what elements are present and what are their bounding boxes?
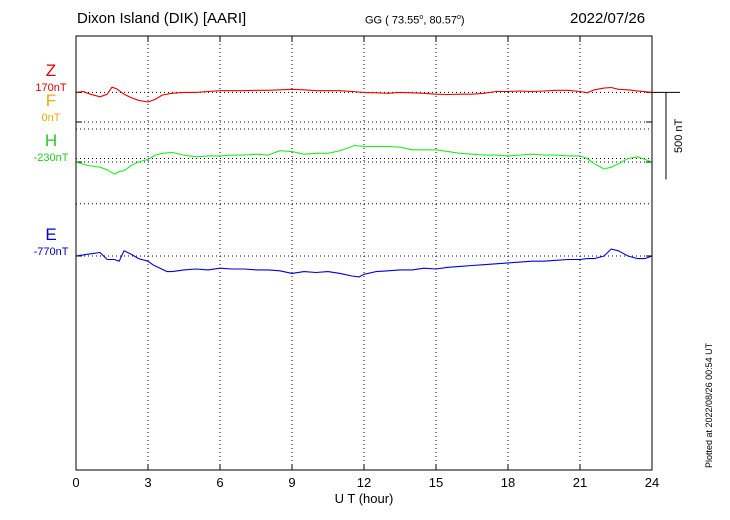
x-tick-label: 15	[429, 475, 443, 490]
component-label-h: H	[44, 131, 58, 151]
degree-mark-1: o	[419, 14, 424, 21]
x-tick-label: 18	[501, 475, 515, 490]
series-z-line	[75, 86, 653, 103]
x-tick-label: 21	[573, 475, 587, 490]
x-axis-label: U T (hour)	[335, 491, 394, 506]
grid	[76, 36, 652, 470]
series-h-line	[75, 144, 653, 175]
component-label-z: Z	[45, 61, 57, 81]
x-tick-label: 24	[645, 475, 659, 490]
x-tick-label: 9	[288, 475, 295, 490]
scale-bar-label: 500 nT	[673, 119, 685, 154]
x-tick-label: 3	[144, 475, 151, 490]
coords-mid: , 80.57	[423, 14, 457, 27]
x-tick-label: 0	[72, 475, 79, 490]
component-offset-z: 170nT	[35, 82, 67, 95]
plotted-timestamp: Plotted at 2022/08/26 00:54 UT	[704, 342, 714, 468]
component-offset-f: 0nT	[41, 112, 61, 124]
series-group	[75, 86, 653, 278]
component-offset-e: -770nT	[33, 245, 69, 258]
series-e-line	[75, 248, 653, 278]
chart-title: Dixon Island (DIK) [AARI]	[77, 10, 247, 27]
component-offset-h: -230nT	[33, 152, 69, 165]
scale-bar: 500 nT	[652, 91, 685, 180]
station-coordinates: GG ( 73.55o, 80.57o)	[365, 14, 465, 27]
coords-prefix: GG ( 73.55	[365, 14, 420, 27]
x-axis: 0 3 6 9 12 15 18 21 24 U T (hour)	[72, 36, 659, 506]
coords-suffix: )	[460, 14, 465, 27]
component-label-e: E	[45, 224, 57, 244]
component-label-f: F	[45, 91, 57, 110]
degree-mark-2: o	[456, 14, 461, 21]
chart-date: 2022/07/26	[570, 10, 646, 27]
x-tick-label: 12	[357, 475, 371, 490]
x-tick-label: 6	[216, 475, 223, 490]
